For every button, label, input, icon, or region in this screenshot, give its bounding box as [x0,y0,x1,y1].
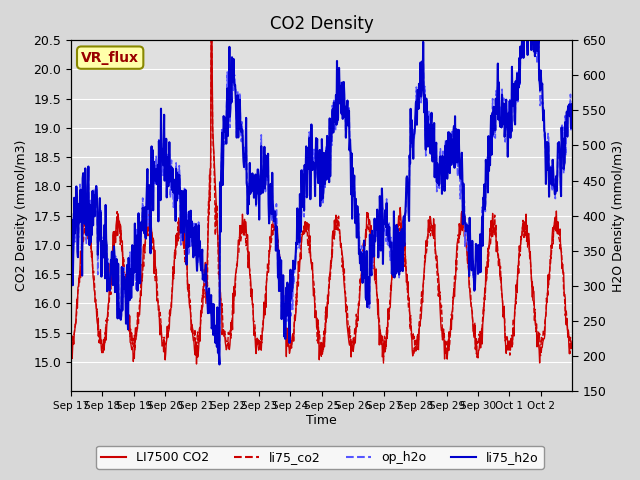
Legend: LI7500 CO2, li75_co2, op_h2o, li75_h2o: LI7500 CO2, li75_co2, op_h2o, li75_h2o [96,446,544,469]
Y-axis label: H2O Density (mmol/m3): H2O Density (mmol/m3) [612,140,625,292]
Y-axis label: CO2 Density (mmol/m3): CO2 Density (mmol/m3) [15,140,28,291]
Title: CO2 Density: CO2 Density [269,15,374,33]
Text: VR_flux: VR_flux [81,51,139,65]
X-axis label: Time: Time [306,414,337,427]
